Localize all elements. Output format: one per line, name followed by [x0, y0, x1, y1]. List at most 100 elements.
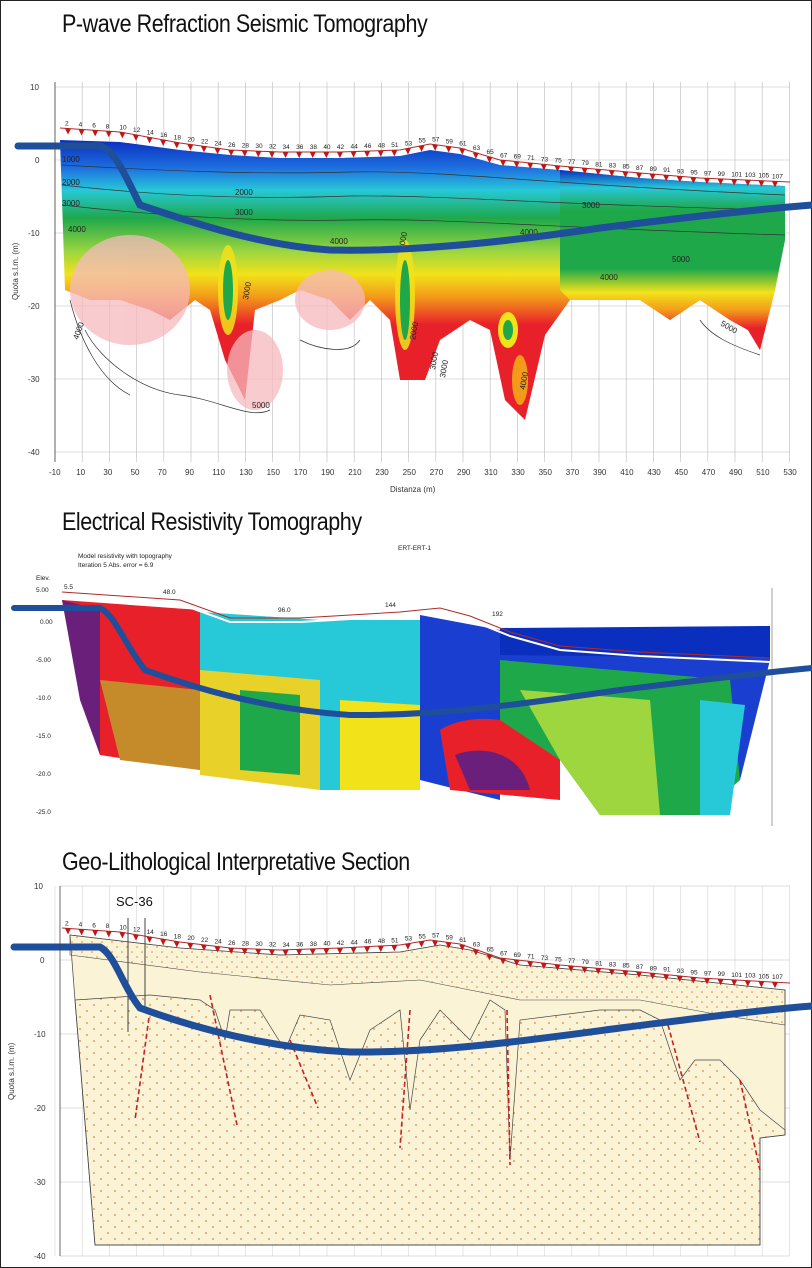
svg-text:-10: -10	[34, 1030, 46, 1039]
seismic-geophone-label: 22	[201, 138, 209, 145]
lithology-geophone-label: 40	[323, 940, 331, 947]
lithology-geophone-label: 63	[473, 942, 481, 949]
svg-text:-5.00: -5.00	[36, 657, 51, 664]
seismic-geophone-marker	[241, 150, 248, 157]
lithology-geophone-marker	[676, 975, 683, 982]
svg-text:5.5: 5.5	[64, 584, 73, 591]
lithology-geophone-marker	[608, 969, 615, 976]
svg-text:2000: 2000	[235, 188, 253, 197]
seismic-geophone-marker	[92, 130, 99, 137]
seismic-geophone-label: 42	[337, 144, 345, 151]
seismic-geophone-label: 69	[514, 154, 522, 161]
lithology-geophone-marker	[513, 959, 520, 966]
seismic-geophone-marker	[309, 152, 316, 158]
lithology-geophone-label: 93	[677, 968, 685, 975]
seismic-geophone-label: 51	[391, 142, 399, 149]
seismic-geophone-label: 107	[772, 173, 783, 180]
seismic-geophone-marker	[377, 150, 384, 157]
lithology-geophone-marker	[486, 954, 493, 961]
seismic-x-tick: 350	[539, 468, 553, 477]
seismic-geophone-label: 18	[174, 134, 182, 141]
seismic-geophone-marker	[268, 151, 275, 158]
seismic-geophone-label: 2	[65, 121, 69, 128]
seismic-geophone-marker	[554, 165, 561, 172]
seismic-geophone-label: 91	[663, 167, 671, 174]
lithology-geophone-label: 14	[147, 929, 155, 936]
seismic-geophone-marker	[513, 161, 520, 168]
svg-text:-10.0: -10.0	[36, 695, 51, 702]
seismic-geophone-label: 32	[269, 144, 277, 151]
seismic-geophone-label: 105	[758, 173, 769, 180]
seismic-geophone-marker	[527, 163, 534, 170]
seismic-x-tick: 170	[294, 468, 308, 477]
seismic-geophone-marker	[173, 142, 180, 149]
seismic-geophone-marker	[214, 148, 221, 155]
seismic-geophone-marker	[608, 170, 615, 177]
seismic-geophone-label: 12	[133, 127, 141, 134]
lithology-geophone-marker	[472, 949, 479, 956]
lithology-geophone-marker	[323, 948, 330, 955]
lithology-geophone-marker	[228, 948, 235, 955]
seismic-geophone-label: 73	[541, 156, 549, 163]
seismic-x-tick: 490	[729, 468, 743, 477]
lithology-geophone-marker	[581, 967, 588, 974]
lithology-geophone-marker	[160, 939, 167, 946]
ert-header-right: ERT-ERT-1	[398, 545, 431, 552]
lithology-geophone-marker	[690, 977, 697, 984]
lithology-geophone-label: 73	[541, 955, 549, 962]
seismic-geophone-label: 24	[215, 140, 223, 147]
seismic-x-tick: 110	[212, 468, 225, 477]
seismic-geophone-label: 8	[106, 123, 110, 130]
lithology-geophone-marker	[758, 981, 765, 988]
lithology-geophone-marker	[622, 970, 629, 977]
seismic-x-tick: 430	[647, 468, 661, 477]
seismic-geophone-label: 63	[473, 145, 481, 152]
lithology-geophone-marker	[418, 941, 425, 948]
seismic-x-tick: -10	[49, 468, 61, 477]
lithology-interface-line	[10, 943, 812, 1056]
lithology-geophone-label: 91	[663, 967, 671, 974]
lithology-geophone-marker	[78, 929, 85, 936]
ert-y-axis: Elev. 5.00 0.00 -5.00 -10.0 -15.0 -20.0 …	[36, 575, 53, 816]
lithology-geophone-label: 75	[554, 957, 562, 964]
seismic-y-axis: 10 0 -10 -20 -30 -40 Quota s.l.m. (m)	[11, 82, 56, 462]
lithology-geophone-marker	[268, 949, 275, 956]
seismic-x-tick: 50	[131, 468, 140, 477]
seismic-x-tick: 10	[76, 468, 85, 477]
lithology-geophone-marker	[92, 930, 99, 937]
lithology-geophone-label: 103	[745, 973, 756, 980]
seismic-x-tick: 270	[430, 468, 444, 477]
resistivity-panel: Model resistivity with topography Iterat…	[11, 545, 812, 826]
lithology-borehole	[127, 918, 146, 1032]
lithology-geophone-label: 65	[486, 946, 494, 953]
lithology-geophone-marker	[568, 965, 575, 972]
svg-text:4000: 4000	[68, 225, 86, 234]
seismic-geophone-label: 67	[500, 152, 508, 159]
lithology-geophone-marker	[649, 973, 656, 980]
svg-text:3000: 3000	[62, 199, 80, 208]
lithology-geophone-marker	[200, 944, 207, 951]
seismic-geophone-label: 6	[92, 122, 96, 129]
svg-text:-10: -10	[28, 229, 40, 238]
seismic-geophone-marker	[65, 128, 71, 135]
lithology-geophone-marker	[350, 947, 357, 954]
ert-surface-labels: 5.5 48.0 96.0 144 192	[64, 584, 503, 618]
seismic-geophone-marker	[105, 131, 112, 138]
svg-text:2000: 2000	[62, 178, 80, 187]
lithology-geophone-label: 38	[310, 941, 318, 948]
seismic-x-tick: 70	[158, 468, 167, 477]
lithology-y-axis: 10 0 -10 -20 -30 -40 Quota s.l.m. (m)	[7, 882, 61, 1261]
seismic-geophone-label: 46	[364, 143, 372, 150]
ert-topography-line	[61, 591, 771, 659]
svg-text:1000: 1000	[62, 155, 80, 164]
seismic-geophone-marker	[472, 152, 479, 159]
seismic-geophone-marker	[540, 164, 547, 171]
lithology-faults	[134, 994, 761, 1171]
seismic-geophone-label: 30	[255, 143, 263, 150]
svg-text:3000: 3000	[438, 359, 450, 379]
lithology-title: Geo-Lithological Interpretative Section	[62, 848, 410, 876]
seismic-geophone-label: 79	[582, 160, 590, 167]
lithology-geophone-marker	[146, 936, 153, 943]
seismic-geophone-marker	[364, 151, 371, 158]
